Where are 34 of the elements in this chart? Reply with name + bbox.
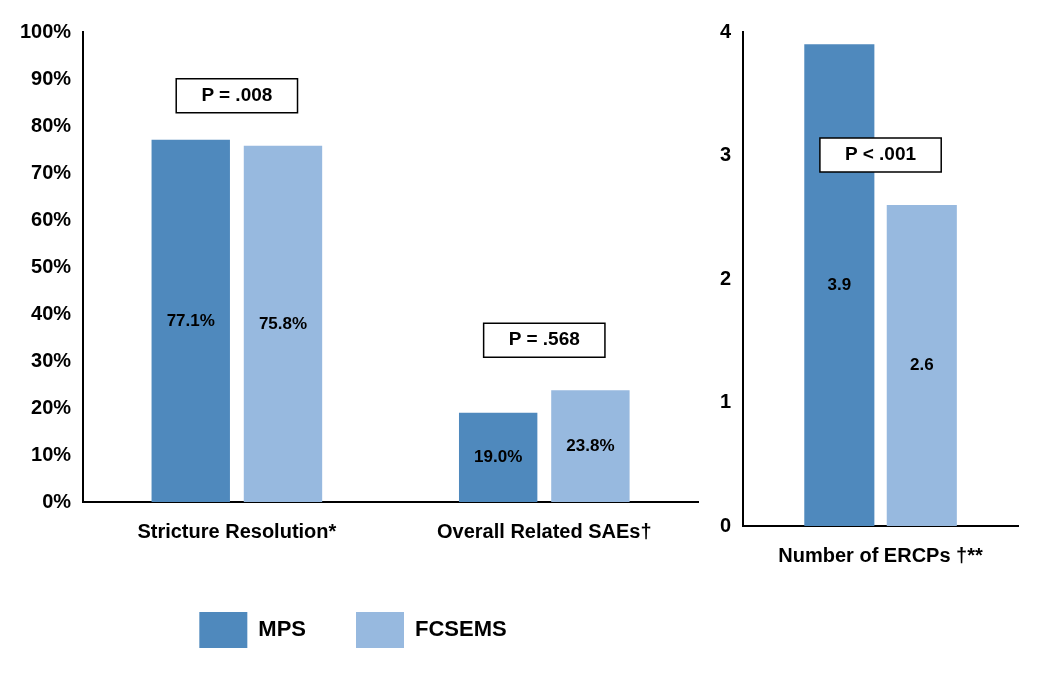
data-label: 23.8% <box>566 435 615 455</box>
y-tick-label: 20% <box>31 395 72 418</box>
x-tick-label: Stricture Resolution* <box>137 519 337 542</box>
y-tick-label: 30% <box>31 348 72 371</box>
y-tick-label: 70% <box>31 160 72 183</box>
x-tick-label: Overall Related SAEs† <box>437 519 652 542</box>
y-tick-label: 1 <box>720 390 732 413</box>
bar <box>458 412 538 502</box>
y-tick-label: 4 <box>720 19 732 42</box>
y-tick-label: 40% <box>31 301 72 324</box>
data-label: 77.1% <box>166 310 215 330</box>
bar <box>551 390 630 502</box>
data-label: 3.9 <box>827 274 852 294</box>
y-tick-label: 0 <box>720 513 732 536</box>
y-tick-label: 2 <box>720 266 732 289</box>
y-tick-label: 10% <box>31 442 72 465</box>
data-label: 19.0% <box>474 447 523 467</box>
y-tick-label: 90% <box>31 66 72 89</box>
legend-label: FCSEMS <box>415 616 507 642</box>
y-tick-label: 0% <box>42 489 72 512</box>
data-label: 2.6 <box>909 355 934 375</box>
bar <box>243 145 323 502</box>
y-tick-label: 3 <box>720 143 732 166</box>
annotation: P < .001 <box>845 143 917 165</box>
bar <box>151 139 230 502</box>
y-tick-label: 100% <box>20 19 72 42</box>
legend-label: MPS <box>258 616 307 642</box>
data-label: 75.8% <box>258 313 308 333</box>
y-tick-label: 60% <box>31 207 72 230</box>
x-tick-label: Number of ERCPs †** <box>778 543 984 566</box>
annotation: P = .568 <box>508 328 580 350</box>
annotation: P = .008 <box>201 83 273 105</box>
y-tick-label: 80% <box>31 113 72 136</box>
y-tick-label: 50% <box>31 254 72 277</box>
